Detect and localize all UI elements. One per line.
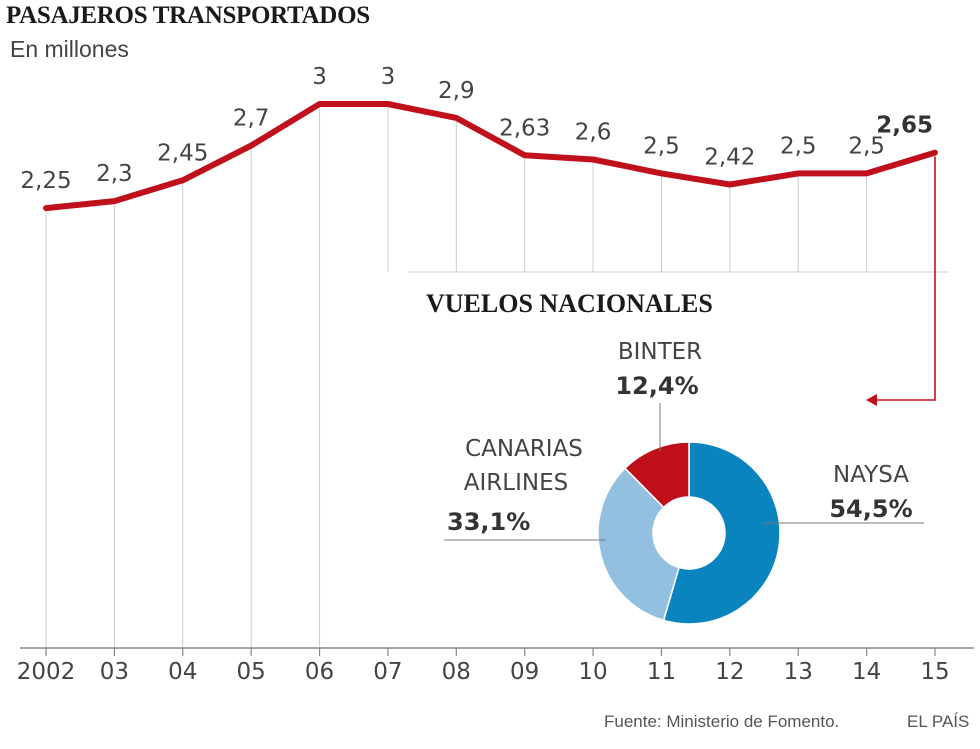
label-naysa-name: NAYSA xyxy=(833,462,909,488)
label-binter-name: BINTER xyxy=(618,339,702,365)
data-point-12 xyxy=(727,181,733,187)
value-label-12: 2,42 xyxy=(704,144,755,170)
value-label-13: 2,5 xyxy=(780,133,817,159)
x-tick-label-08: 08 xyxy=(442,659,471,685)
line-chart: 2002 03 04 05 06 07 08 09 10 11 12 13 14 15 2,25 2,3 2,4… xyxy=(17,64,974,685)
label-canarias-name-1: CANARIAS xyxy=(465,436,583,462)
value-label-14: 2,5 xyxy=(848,133,885,159)
label-canarias-name-2: AIRLINES xyxy=(464,470,568,496)
x-tick-label-12: 12 xyxy=(715,659,744,685)
arrowhead-icon xyxy=(866,394,877,406)
chart-title: PASAJEROS TRANSPORTADOS xyxy=(6,2,370,29)
x-tick-label-13: 13 xyxy=(784,659,813,685)
chart-subtitle: En millones xyxy=(10,36,129,62)
value-label-04: 2,45 xyxy=(157,140,208,166)
data-point-03 xyxy=(111,198,117,204)
value-label-03: 2,3 xyxy=(96,161,133,187)
value-label-08: 2,9 xyxy=(438,78,475,104)
data-point-11 xyxy=(658,170,664,176)
data-point-09 xyxy=(522,152,528,158)
series-line xyxy=(43,101,938,212)
x-tick-label-06: 06 xyxy=(305,659,334,685)
value-label-15: 2,65 xyxy=(876,113,933,139)
data-point-15 xyxy=(932,150,938,156)
pie-slice-canarias-airlines xyxy=(597,467,680,622)
data-point-14 xyxy=(864,170,870,176)
label-binter-pct: 12,4% xyxy=(615,372,698,400)
x-tick-label-10: 10 xyxy=(578,659,607,685)
value-label-11: 2,5 xyxy=(643,133,680,159)
data-point-08 xyxy=(453,115,459,121)
value-label-2002: 2,25 xyxy=(20,168,71,194)
brand-logo: EL PAÍS xyxy=(907,712,970,731)
source-note: Fuente: Ministerio de Fomento. xyxy=(604,712,840,731)
pie-title: VUELOS NACIONALES xyxy=(426,289,713,318)
data-point-2002 xyxy=(43,205,49,211)
x-tick-label-14: 14 xyxy=(852,659,881,685)
x-tick-label-04: 04 xyxy=(168,659,197,685)
pie-slice-naysa xyxy=(662,441,781,625)
x-tick-label-03: 03 xyxy=(100,659,129,685)
data-point-05 xyxy=(248,143,254,149)
label-canarias-pct: 33,1% xyxy=(447,508,530,536)
value-label-10: 2,6 xyxy=(575,120,612,146)
x-tick-label-2002: 2002 xyxy=(17,659,76,685)
x-tick-label-05: 05 xyxy=(237,659,266,685)
data-point-13 xyxy=(795,170,801,176)
value-label-09: 2,63 xyxy=(499,115,550,141)
value-label-07: 3 xyxy=(381,64,396,90)
data-point-06 xyxy=(317,101,323,107)
pie-slice-binter xyxy=(623,441,690,509)
x-tick-label-15: 15 xyxy=(920,659,949,685)
x-tick-label-09: 09 xyxy=(510,659,539,685)
value-label-06: 3 xyxy=(312,64,327,90)
connector-line xyxy=(876,156,936,401)
data-point-04 xyxy=(180,177,186,183)
x-tick-label-11: 11 xyxy=(647,659,676,685)
label-naysa-pct: 54,5% xyxy=(829,495,912,523)
data-point-07 xyxy=(385,101,391,107)
data-point-10 xyxy=(590,157,596,163)
value-label-05: 2,7 xyxy=(233,106,270,132)
x-tick-label-07: 07 xyxy=(373,659,402,685)
